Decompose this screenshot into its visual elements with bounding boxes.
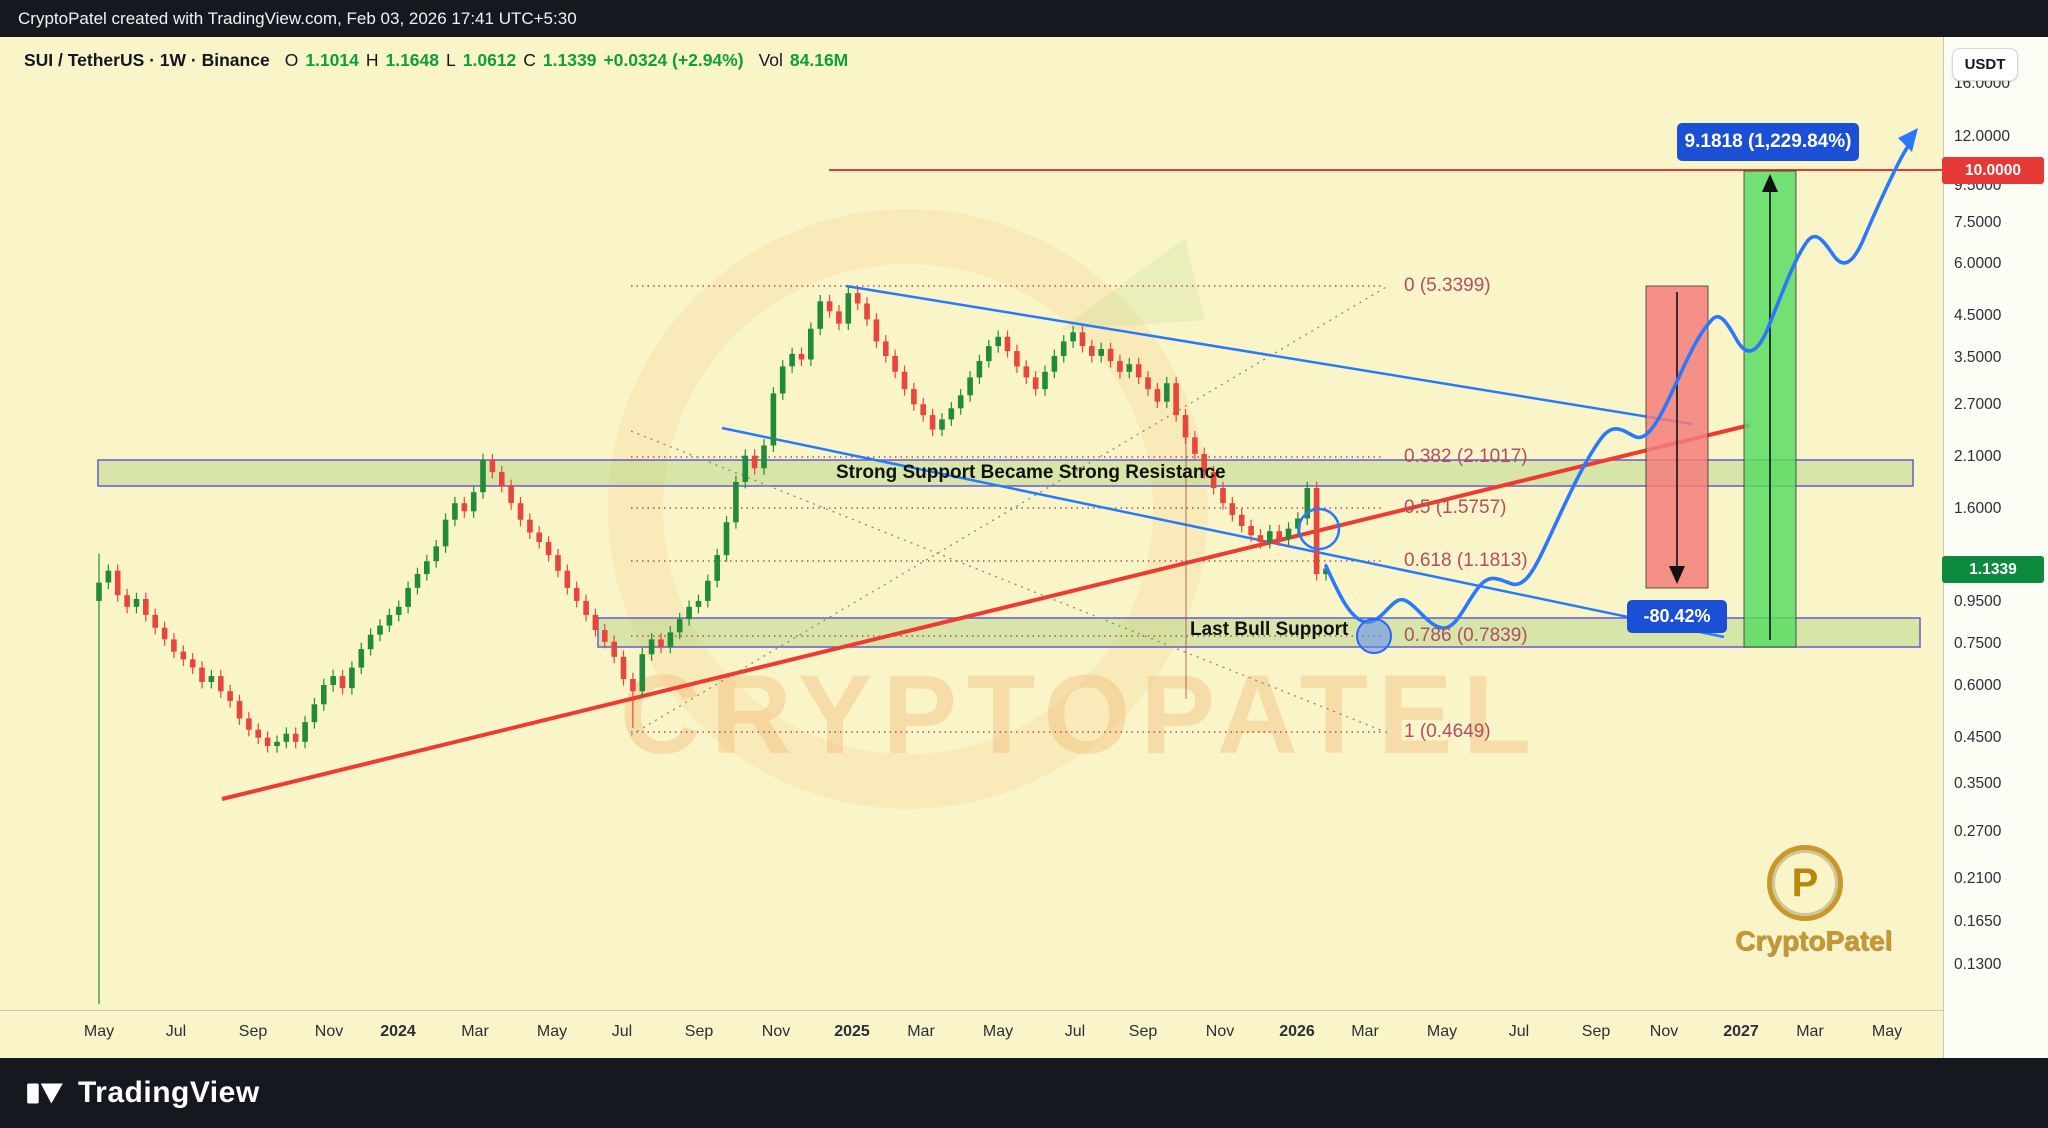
high-label: H <box>365 50 379 70</box>
drawdown-projection-band[interactable] <box>1645 285 1709 589</box>
price-axis-label: 2.7000 <box>1954 396 2002 413</box>
time-axis-label: Nov <box>314 1023 344 1040</box>
price-axis-label: 3.5000 <box>1954 349 2002 366</box>
last-price-badge: 1.1339 <box>1942 556 2044 583</box>
symbol-legend[interactable]: SUI / TetherUS · 1W · Binance O 1.1014 H… <box>24 50 848 71</box>
price-axis-label: 0.6000 <box>1954 677 2002 694</box>
price-axis[interactable]: USDT 16.0000 12.0000 9.5000 7.5000 6.0000 4.5… <box>1942 37 2048 1058</box>
time-axis-label: Jul <box>165 1023 187 1040</box>
time-axis-label: 2026 <box>1279 1023 1315 1040</box>
close-value: 1.1339 <box>542 50 597 70</box>
symbol-title[interactable]: SUI / TetherUS · 1W · Binance <box>24 50 270 70</box>
time-axis-label: 2025 <box>834 1023 870 1040</box>
price-axis-label: 2.1000 <box>1954 448 2002 465</box>
price-axis-label: 0.2700 <box>1954 823 2002 840</box>
footer-bar: TradingView <box>0 1058 2048 1128</box>
candlestick-series[interactable] <box>96 286 1329 1005</box>
currency-toggle-button[interactable]: USDT <box>1952 48 2018 81</box>
time-axis-label: Jul <box>1064 1023 1086 1040</box>
time-axis-label: Mar <box>907 1023 935 1040</box>
time-axis-label: May <box>1871 1023 1903 1040</box>
wedge-lower-trendline[interactable] <box>721 426 1725 639</box>
header-bar: CryptoPatel created with TradingView.com… <box>0 0 2048 37</box>
change-value: +0.0324 (+2.94%) <box>603 50 744 70</box>
time-axis-label: Mar <box>461 1023 489 1040</box>
time-axis-label: May <box>982 1023 1014 1040</box>
rally-projection-band[interactable] <box>1743 170 1797 648</box>
low-label: L <box>446 50 456 70</box>
volume-value: 84.16M <box>789 50 849 70</box>
price-axis-label: 0.4500 <box>1954 729 2002 746</box>
resistance-zone[interactable] <box>97 459 1914 487</box>
price-axis-label: 0.2100 <box>1954 870 2002 887</box>
watermark-text: CRYPTOPATEL <box>620 652 1542 777</box>
resistance-note[interactable]: Strong Support Became Strong Resistance <box>836 462 1226 483</box>
fib-level-label[interactable]: 0 (5.3399) <box>1404 275 1491 296</box>
support-touch-circle[interactable] <box>1356 618 1392 654</box>
projected-price-path[interactable] <box>1324 138 1914 630</box>
time-axis-label: 2024 <box>380 1023 416 1040</box>
time-axis-label: Sep <box>684 1023 714 1040</box>
time-axis-label: Sep <box>1128 1023 1158 1040</box>
price-axis-label: 0.1300 <box>1954 956 2002 973</box>
fib-levels[interactable] <box>631 285 1384 733</box>
open-label: O <box>284 50 299 70</box>
time-axis-label: May <box>83 1023 115 1040</box>
fib-diagonal-down[interactable] <box>630 430 1389 734</box>
time-axis-label: Nov <box>1649 1023 1679 1040</box>
high-value: 1.1648 <box>385 50 440 70</box>
price-axis-label: 0.1650 <box>1954 913 2002 930</box>
fib-level-label[interactable]: 0.786 (0.7839) <box>1404 625 1528 646</box>
cryptopatel-logo-text: CryptoPatel <box>1735 925 1893 956</box>
time-axis-label: Mar <box>1351 1023 1379 1040</box>
time-axis-label: Mar <box>1796 1023 1824 1040</box>
price-axis-label: 0.3500 <box>1954 775 2002 792</box>
price-axis-label: 0.9500 <box>1954 593 2002 610</box>
time-axis-label: Sep <box>1581 1023 1611 1040</box>
projected-path-arrowhead <box>1898 128 1918 152</box>
price-axis-label: 1.6000 <box>1954 500 2002 517</box>
volume-label: Vol <box>758 50 783 70</box>
fib-level-label[interactable]: 0.5 (1.5757) <box>1404 497 1507 518</box>
price-axis-label: 0.7500 <box>1954 635 2002 652</box>
drawdown-badge[interactable]: -80.42% <box>1627 600 1727 633</box>
time-axis-label: Jul <box>611 1023 633 1040</box>
tradingview-logo-text[interactable]: TradingView <box>78 1076 260 1109</box>
fib-diagonal-up[interactable] <box>630 285 1389 736</box>
header-attribution-text: CryptoPatel created with TradingView.com… <box>18 8 577 28</box>
tradingview-logo-icon[interactable] <box>24 1072 66 1114</box>
time-axis[interactable]: May Jul Sep Nov 2024 Mar May Jul Sep Nov 2025 Mar Ma… <box>0 1010 1943 1058</box>
price-axis-labels: 16.0000 12.0000 9.5000 7.5000 6.0000 4.5000 3.… <box>1944 0 2048 1058</box>
resistance-price-badge: 10.0000 <box>1942 157 2044 184</box>
time-axis-label: May <box>536 1023 568 1040</box>
target-projection-badge[interactable]: 9.1818 (1,229.84%) <box>1677 123 1859 161</box>
fib-level-label[interactable]: 0.618 (1.1813) <box>1404 550 1528 571</box>
price-axis-label: 12.0000 <box>1954 128 2011 145</box>
cryptopatel-monogram: P <box>1791 860 1819 905</box>
wedge-upper-trendline[interactable] <box>845 284 1693 426</box>
fib-level-label[interactable]: 0.382 (2.1017) <box>1404 446 1528 467</box>
time-axis-label: May <box>1426 1023 1458 1040</box>
time-axis-label: 2027 <box>1723 1023 1759 1040</box>
time-axis-label: Nov <box>1205 1023 1235 1040</box>
support-note[interactable]: Last Bull Support <box>1190 619 1349 640</box>
cryptopatel-logo: P CryptoPatel <box>1735 845 1893 957</box>
close-label: C <box>523 50 536 70</box>
low-value: 1.0612 <box>462 50 517 70</box>
time-axis-label: Sep <box>238 1023 268 1040</box>
price-axis-label: 7.5000 <box>1954 214 2002 231</box>
cryptopatel-logo-icon: P <box>1767 845 1843 921</box>
time-axis-label: Jul <box>1508 1023 1530 1040</box>
price-axis-label: 4.5000 <box>1954 307 2002 324</box>
watermark-arrow <box>1060 238 1205 330</box>
price-axis-label: 6.0000 <box>1954 255 2002 272</box>
entry-highlight-circle[interactable] <box>1297 507 1341 551</box>
time-axis-label: Nov <box>761 1023 791 1040</box>
open-value: 1.1014 <box>305 50 359 70</box>
fib-level-label[interactable]: 1 (0.4649) <box>1404 721 1491 742</box>
ascending-trendline[interactable] <box>221 423 1751 801</box>
